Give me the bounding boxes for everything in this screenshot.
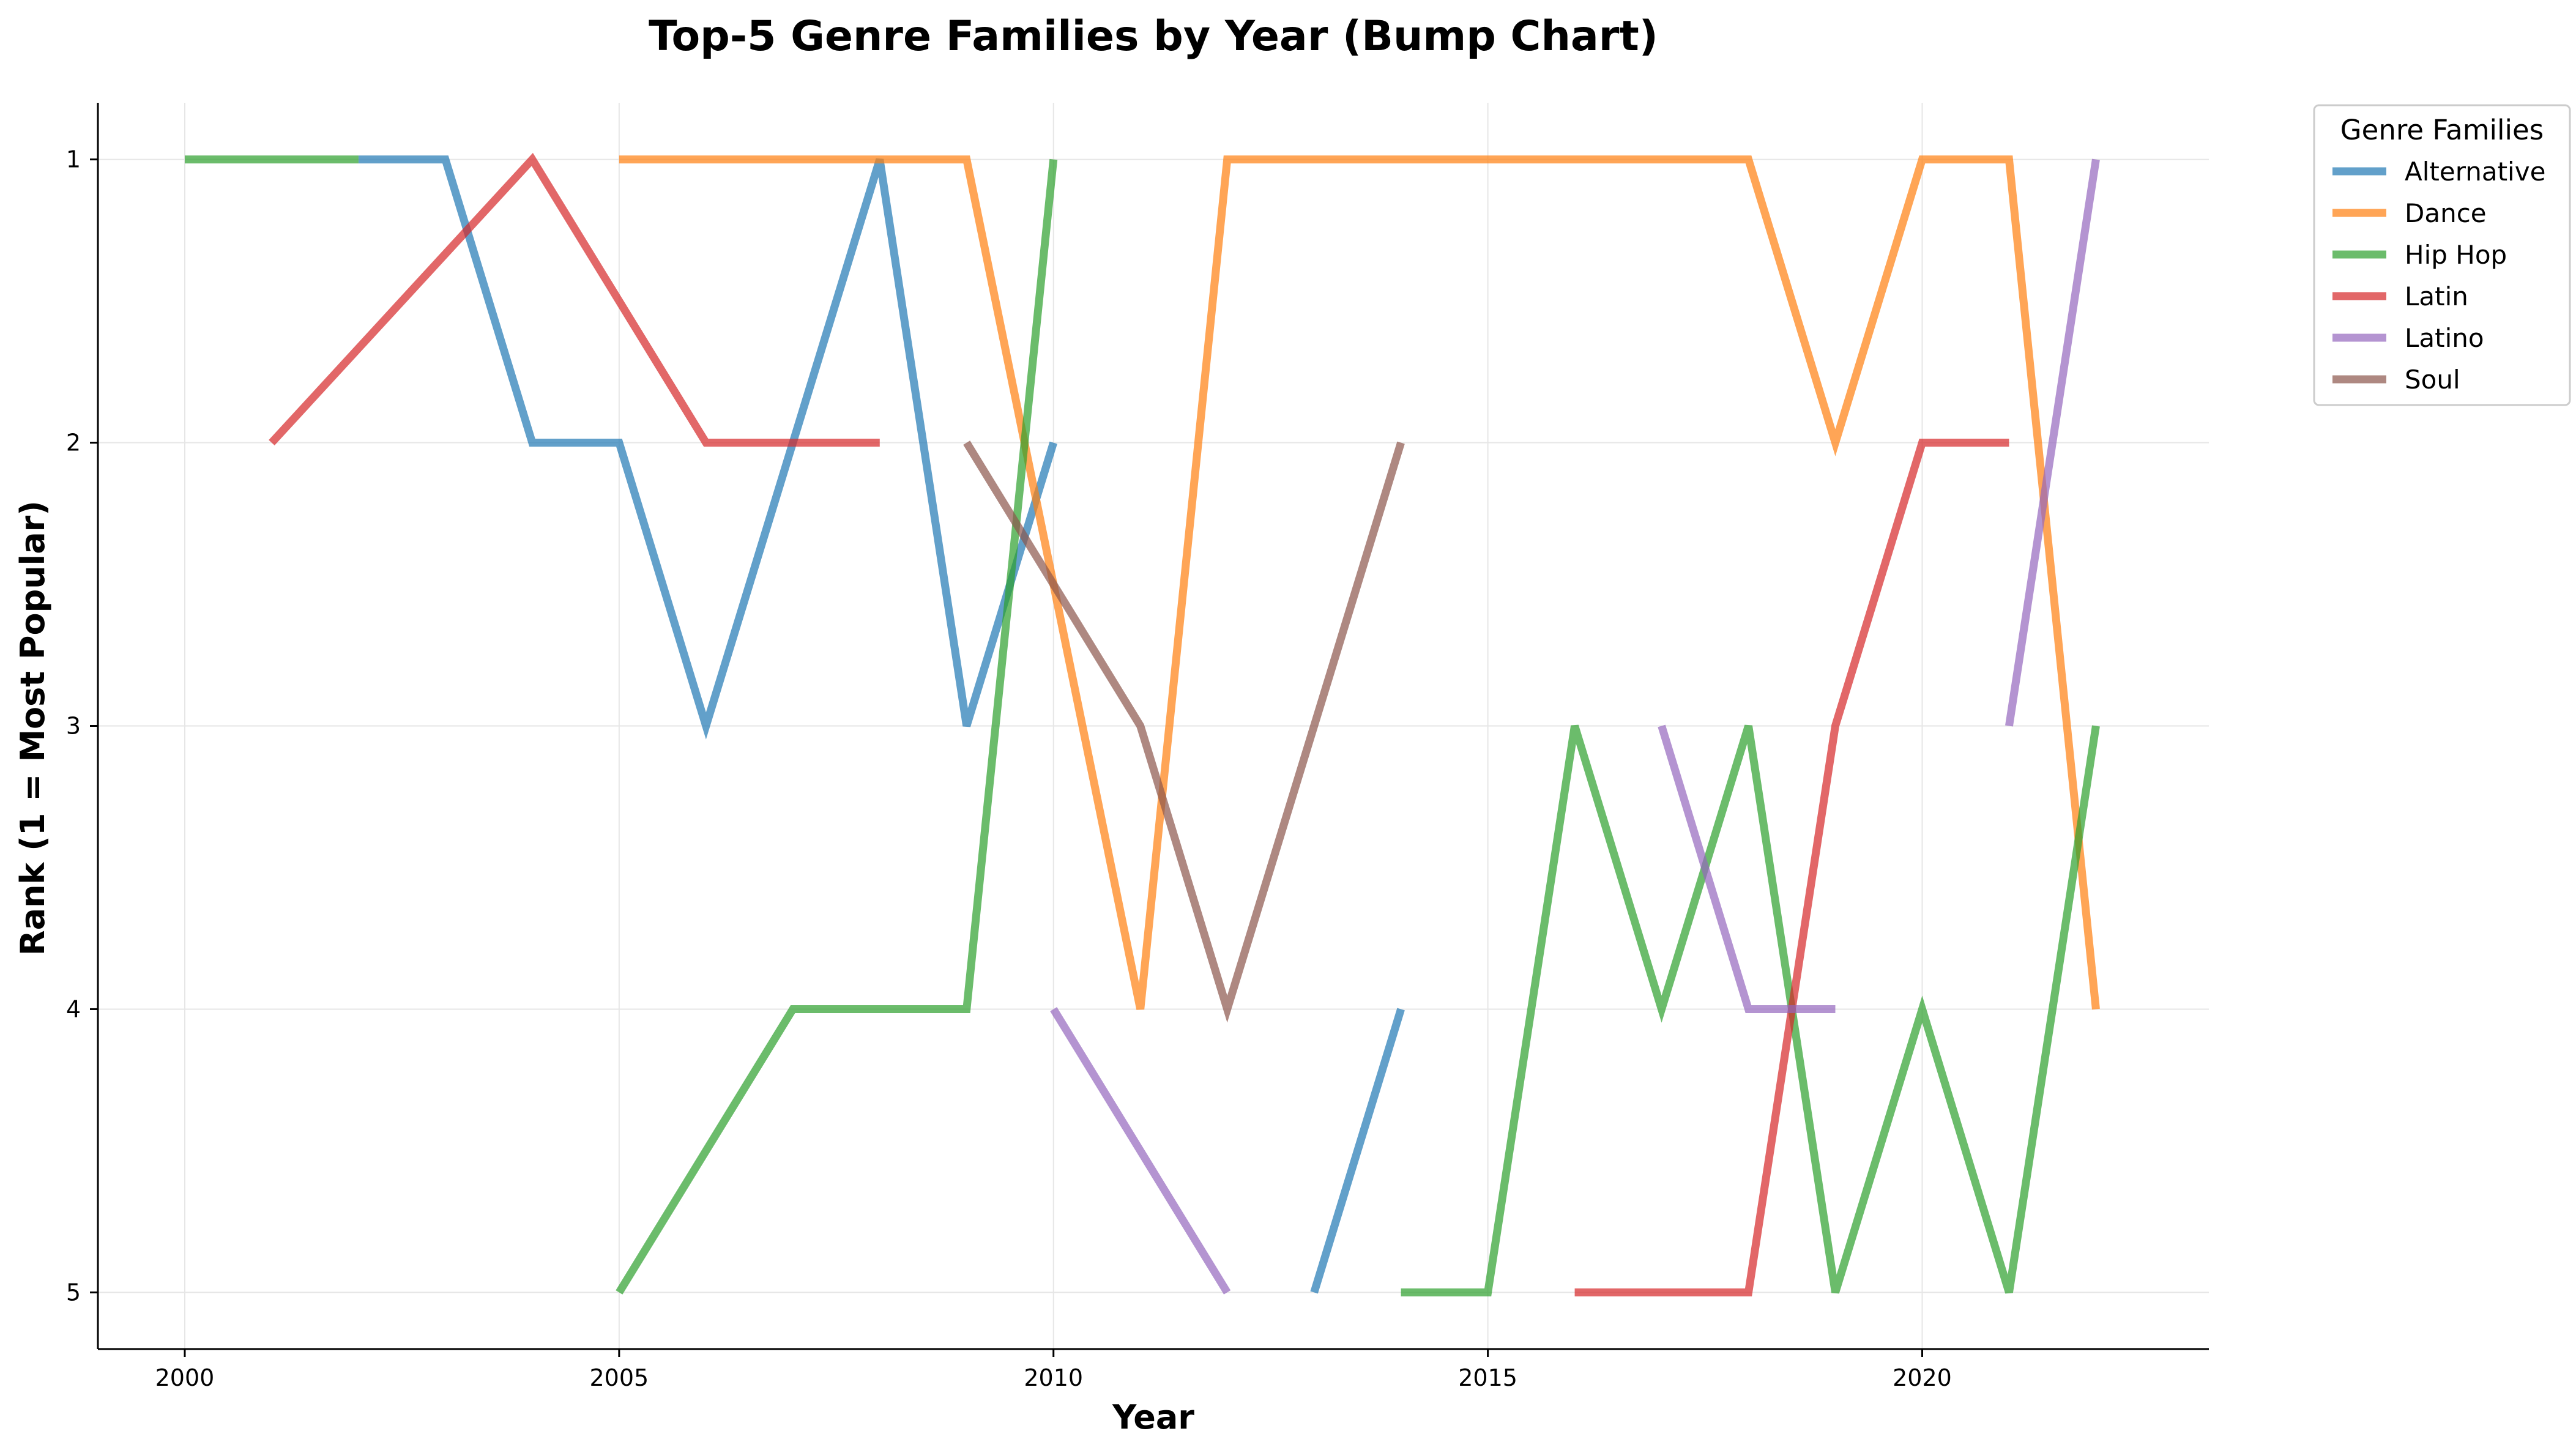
legend-label: Dance	[2405, 198, 2487, 228]
series-line-hip-hop	[1401, 724, 2100, 1296]
grid-lines	[98, 103, 2209, 1349]
x-tick-label: 2010	[1024, 1364, 1083, 1391]
y-tick-label: 4	[66, 995, 81, 1022]
x-tick-label: 2020	[1893, 1364, 1952, 1391]
y-tick-label: 1	[66, 146, 81, 173]
legend-label: Hip Hop	[2405, 240, 2507, 270]
legend-label: Latino	[2405, 323, 2484, 353]
series-line-latino	[1050, 1007, 1231, 1295]
legend-label: Soul	[2405, 365, 2460, 395]
series-soul	[963, 441, 1405, 1023]
legend-label: Latin	[2405, 281, 2468, 311]
legend-item-alternative: Alternative	[2332, 157, 2545, 187]
series-alternative	[358, 155, 1405, 1294]
legend-title: Genre Families	[2340, 114, 2544, 146]
legend-item-hip-hop: Hip Hop	[2332, 240, 2507, 270]
y-tick-label: 3	[66, 713, 81, 740]
legend-item-soul: Soul	[2332, 365, 2460, 395]
y-tick-label: 5	[66, 1279, 81, 1306]
legend: Genre Families Alternative Dance Hip Hop La…	[2313, 104, 2571, 406]
chart-title: Top-5 Genre Families by Year (Bump Chart…	[649, 12, 1658, 61]
series-line-latin	[269, 152, 880, 447]
series-dance	[619, 155, 2100, 1010]
x-tick-label: 2015	[1458, 1364, 1517, 1391]
legend-frame	[2313, 104, 2571, 406]
legend-item-latin: Latin	[2332, 281, 2468, 311]
series-line-alternative	[358, 155, 1057, 740]
x-tick-label: 2000	[155, 1364, 215, 1391]
x-tick-label: 2005	[589, 1364, 649, 1391]
series-line-alternative	[1310, 1008, 1405, 1294]
y-ticks: 1 2 3 4 5	[66, 146, 98, 1306]
series-hip-hop	[184, 155, 2100, 1296]
legend-label: Alternative	[2405, 157, 2545, 187]
legend-items: Alternative Dance Hip Hop Latin Latino Soul	[2332, 157, 2545, 395]
series-latino	[1050, 158, 2100, 1295]
y-axis-label: Rank (1 = Most Popular)	[13, 500, 52, 956]
series-line-latino	[1658, 724, 1836, 1013]
legend-item-latino: Latino	[2332, 323, 2484, 353]
series-line-latino	[2005, 158, 2100, 727]
x-axis-label: Year	[1112, 1398, 1194, 1437]
x-ticks: 2000 2005 2010 2015 2020	[155, 1349, 1952, 1391]
series-line-latin	[1574, 439, 2009, 1296]
series-line-dance	[619, 155, 2100, 1010]
legend-item-dance: Dance	[2332, 198, 2487, 228]
series-line-soul	[963, 441, 1405, 1023]
series-layer	[184, 152, 2100, 1296]
y-tick-label: 2	[66, 429, 81, 456]
series-line-hip-hop	[616, 158, 1058, 1295]
